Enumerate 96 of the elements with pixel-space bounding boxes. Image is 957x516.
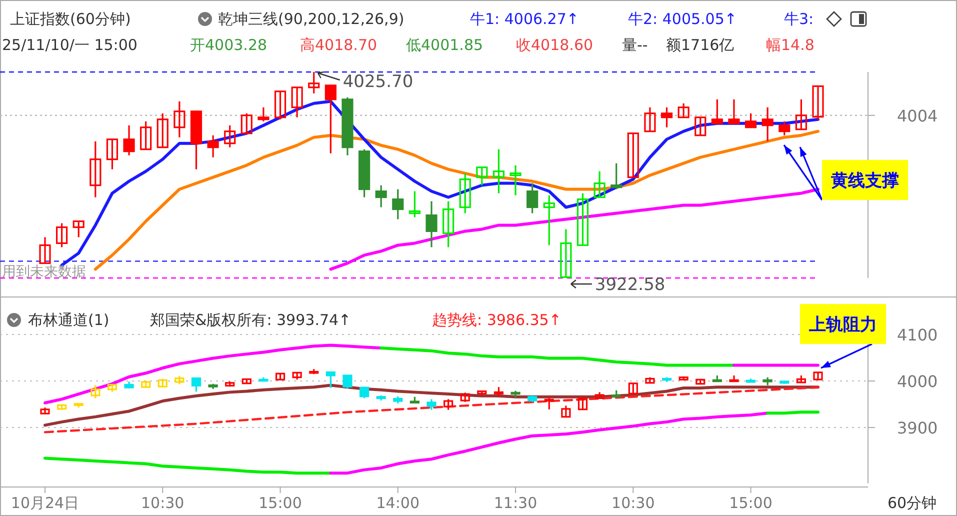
line-series bbox=[44, 456, 332, 475]
candlestick bbox=[543, 194, 555, 246]
text: 开4003.28 bbox=[190, 36, 268, 54]
candlestick bbox=[644, 106, 656, 132]
candlestick bbox=[426, 398, 436, 411]
candlestick bbox=[660, 106, 673, 128]
candlestick bbox=[426, 200, 438, 248]
candlestick bbox=[240, 112, 252, 134]
candlestick bbox=[291, 86, 303, 118]
candlestick bbox=[795, 98, 807, 130]
annotation: 趋势线: 3986.35↑ bbox=[432, 311, 562, 329]
text: 乾坤三线(90,200,12,26,9) bbox=[218, 10, 404, 28]
candlestick bbox=[544, 396, 554, 410]
candlestick bbox=[459, 172, 471, 214]
candlestick bbox=[174, 100, 186, 138]
candlestick bbox=[359, 386, 370, 400]
candlestick bbox=[224, 124, 236, 148]
annotation: 上轨阻力 bbox=[808, 315, 877, 335]
ref-line-label: 用到未来数据 bbox=[2, 264, 86, 280]
text: 黄线支撑 bbox=[830, 171, 899, 191]
x-tick-label: 14:00 bbox=[376, 494, 420, 512]
candlestick bbox=[90, 384, 100, 400]
y-tick-label: 4000 bbox=[897, 372, 938, 392]
chart-title: 布林通道(1) bbox=[28, 311, 110, 329]
candlestick bbox=[728, 98, 740, 124]
candlestick bbox=[90, 140, 102, 198]
candlestick bbox=[72, 220, 84, 238]
candlestick bbox=[207, 134, 219, 158]
candlestick bbox=[258, 106, 270, 122]
x-tick-label: 10:30 bbox=[612, 494, 655, 512]
x-tick-label: 15:00 bbox=[258, 494, 302, 512]
y-tick-label: 4100 bbox=[897, 326, 938, 345]
candlestick bbox=[694, 116, 706, 136]
candlestick bbox=[578, 396, 588, 410]
candlestick bbox=[106, 138, 118, 170]
x-tick-label: 11:30 bbox=[494, 494, 538, 512]
candlestick bbox=[778, 120, 790, 136]
candlestick bbox=[628, 382, 638, 394]
candlestick bbox=[711, 98, 723, 124]
text: 60分钟 bbox=[887, 494, 937, 512]
text: 幅14.8 bbox=[766, 36, 814, 54]
candlestick bbox=[123, 124, 135, 156]
ref-line-label: 3922.58 bbox=[594, 275, 666, 295]
text: 低4001.85 bbox=[406, 36, 484, 54]
candlestick bbox=[812, 85, 824, 120]
text: 收4018.60 bbox=[516, 36, 594, 54]
candlestick bbox=[594, 170, 606, 198]
x-tick-label: 10:30 bbox=[141, 494, 184, 512]
chart-title: 上证指数(60分钟) bbox=[10, 10, 131, 28]
candlestick bbox=[510, 164, 522, 196]
ref-line-label: 4004 bbox=[897, 106, 938, 126]
candlestick bbox=[342, 374, 352, 390]
candlestick bbox=[444, 398, 454, 411]
candlestick bbox=[56, 222, 68, 248]
text: 额1716亿 bbox=[666, 36, 734, 54]
candlestick bbox=[408, 190, 420, 218]
candlestick bbox=[576, 192, 589, 246]
line-series bbox=[44, 344, 383, 404]
x-tick-label: 10月24日 bbox=[10, 494, 80, 512]
candlestick bbox=[492, 148, 505, 194]
text: 牛1: 4006.27↑ bbox=[470, 10, 579, 28]
candlestick bbox=[762, 106, 774, 142]
candlestick bbox=[627, 132, 639, 178]
candlestick bbox=[324, 84, 336, 154]
text: 牛2: 4005.05↑ bbox=[628, 10, 737, 28]
candlestick bbox=[326, 371, 336, 389]
line-series bbox=[44, 386, 820, 434]
annotation: 郑国荣&版权所有: 3993.74↑ bbox=[150, 311, 352, 329]
candlestick bbox=[744, 112, 757, 128]
candlestick bbox=[274, 90, 286, 120]
candlestick bbox=[375, 184, 387, 208]
text: 25/11/10/一 15:00 bbox=[2, 36, 138, 54]
line-series bbox=[380, 346, 736, 367]
candlestick bbox=[191, 377, 202, 393]
candlestick bbox=[561, 404, 571, 418]
x-tick-label: 15:00 bbox=[729, 494, 772, 512]
candlestick bbox=[460, 392, 470, 403]
candlestick bbox=[39, 236, 51, 264]
text: 高4018.70 bbox=[300, 36, 378, 54]
candlestick bbox=[560, 228, 572, 279]
candlestick bbox=[308, 71, 320, 94]
candlestick bbox=[476, 166, 488, 186]
candlestick bbox=[494, 386, 504, 398]
y-tick-label: 3900 bbox=[897, 418, 938, 438]
candlestick bbox=[442, 200, 454, 248]
line-series bbox=[329, 412, 770, 475]
candlestick bbox=[392, 188, 404, 220]
line-series bbox=[44, 384, 820, 427]
candlestick bbox=[526, 182, 538, 214]
candlestick bbox=[678, 102, 690, 118]
candlestick bbox=[610, 162, 622, 190]
text: 牛3: bbox=[784, 10, 814, 28]
ref-line-label: 4025.70 bbox=[342, 72, 414, 92]
candlestick bbox=[156, 112, 168, 148]
text: 量-- bbox=[622, 36, 648, 54]
candlestick bbox=[140, 120, 152, 150]
